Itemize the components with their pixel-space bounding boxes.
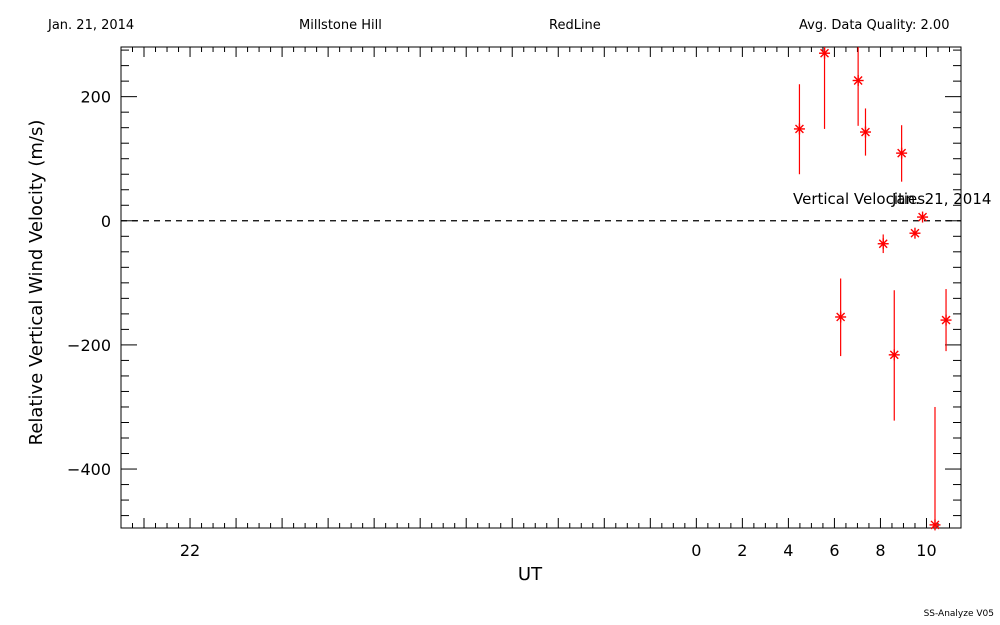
y-tick-label: 200: [80, 88, 111, 107]
header-quality: Avg. Data Quality: 2.00: [799, 18, 950, 33]
chart-annotation: Jan. 21, 2014: [891, 190, 991, 208]
x-tick-label: 4: [783, 541, 793, 560]
data-point: [835, 311, 847, 323]
data-point: [917, 211, 929, 223]
data-point: [877, 238, 889, 250]
data-point: [888, 349, 900, 361]
data-point: [819, 47, 831, 59]
y-tick-label: 0: [101, 212, 111, 231]
header-line: RedLine: [549, 18, 601, 33]
data-point: [859, 126, 871, 138]
x-tick-label: 6: [829, 541, 839, 560]
data-point: [940, 314, 952, 326]
data-point: [852, 75, 864, 87]
x-axis-title: UT: [518, 564, 543, 585]
y-axis-title: Relative Vertical Wind Velocity (m/s): [26, 120, 47, 446]
plot-frame: [120, 46, 962, 529]
x-tick-label: 22: [180, 541, 200, 560]
data-point: [929, 519, 941, 531]
x-tick-label: 8: [875, 541, 885, 560]
x-tick-label: 2: [737, 541, 747, 560]
footer-version: SS-Analyze V05: [923, 609, 994, 619]
data-point: [909, 227, 921, 239]
data-point: [793, 123, 805, 135]
x-tick-label: 10: [916, 541, 936, 560]
x-tick-label: 0: [691, 541, 701, 560]
header-site: Millstone Hill: [299, 18, 382, 33]
y-tick-label: −200: [67, 336, 111, 355]
data-point: [896, 147, 908, 159]
header-date: Jan. 21, 2014: [48, 18, 135, 33]
chart-annotation: Vertical Velocities: [793, 190, 925, 208]
y-tick-label: −400: [67, 460, 111, 479]
